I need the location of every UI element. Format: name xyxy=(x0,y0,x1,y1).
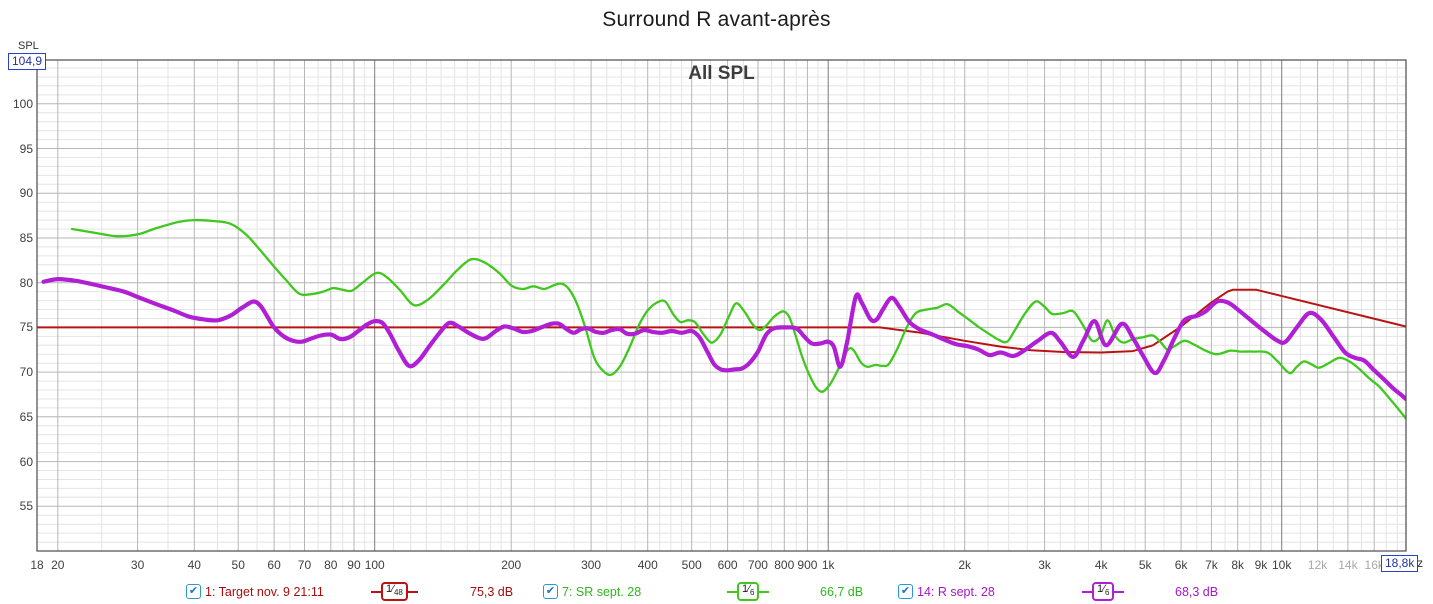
y-tick-label: 55 xyxy=(19,499,33,514)
x-tick-label: 3k xyxy=(1038,558,1051,572)
legend-smoothing-badge: 1⁄6 xyxy=(1082,582,1125,601)
x-tick-label: 90 xyxy=(347,558,361,572)
legend-series-label: 1: Target nov. 9 21:11 xyxy=(205,585,324,599)
page-title: Surround R avant-après xyxy=(602,8,831,31)
x-tick-label: 500 xyxy=(681,558,702,572)
x-tick-label: 40 xyxy=(187,558,201,572)
y-tick-label: 65 xyxy=(19,409,33,424)
chart-title: All SPL xyxy=(688,63,755,84)
series-curve-2 xyxy=(41,276,1406,402)
y-tick-label: 95 xyxy=(19,141,33,156)
x-tick-label: 5k xyxy=(1138,558,1152,572)
x-tick-label: 400 xyxy=(637,558,658,572)
x-tick-label: 100 xyxy=(364,558,385,572)
y-tick-label: 75 xyxy=(19,320,33,335)
y-tick-label: 85 xyxy=(19,230,33,245)
series-curve-1 xyxy=(70,218,1406,420)
x-tick-label: 800 xyxy=(774,558,795,572)
x-tick-label: 30 xyxy=(130,558,145,572)
legend-average-level: 66,7 dB xyxy=(820,585,864,599)
legend-smoothing-badge: 1⁄6 xyxy=(727,582,770,601)
x-tick-label: 200 xyxy=(501,558,522,572)
y-tick-label: 90 xyxy=(19,186,33,201)
x-tick-label: 60 xyxy=(267,558,281,572)
y-tick-label: 100 xyxy=(12,96,33,111)
x-tick-label: 4k xyxy=(1094,558,1108,572)
legend-series-label: 7: SR sept. 28 xyxy=(562,585,642,599)
x-tick-label: 9k xyxy=(1254,558,1268,572)
x-tick-label: 300 xyxy=(581,558,602,572)
x-tick-label: 14k xyxy=(1338,558,1358,572)
legend-series-label: 14: R sept. 28 xyxy=(917,585,995,599)
x-tick-label: 18 xyxy=(30,558,44,572)
y-tick-label: 60 xyxy=(19,454,33,469)
x-tick-label: 2k xyxy=(958,558,972,572)
y-axis-max-field[interactable]: 104,9 xyxy=(8,53,47,70)
y-tick-label: 70 xyxy=(19,365,33,380)
x-tick-label: 70 xyxy=(297,558,312,572)
x-tick-label: 6k xyxy=(1174,558,1188,572)
x-tick-label: 50 xyxy=(231,558,245,572)
x-tick-label: 600 xyxy=(717,558,738,572)
legend-average-level: 75,3 dB xyxy=(470,585,514,599)
x-tick-label: 700 xyxy=(747,558,768,572)
x-tick-label: 10k xyxy=(1271,558,1292,572)
x-tick-label: 80 xyxy=(324,558,338,572)
x-tick-label: 16k xyxy=(1364,558,1384,572)
x-tick-label: 1k xyxy=(821,558,835,572)
plot-border xyxy=(36,59,1407,552)
legend-checkbox-checked-icon[interactable]: ✔ xyxy=(543,584,558,599)
x-axis-max-field[interactable]: 18,8k xyxy=(1381,555,1419,572)
x-tick-label: 12k xyxy=(1307,558,1328,572)
legend-smoothing-badge: 1⁄48 xyxy=(371,582,418,601)
legend-checkbox-checked-icon[interactable]: ✔ xyxy=(186,584,201,599)
x-tick-label: 20 xyxy=(51,558,65,572)
x-tick-label: 8k xyxy=(1231,558,1245,572)
legend-average-level: 68,3 dB xyxy=(1175,585,1219,599)
x-tick-label: 900 xyxy=(797,558,818,572)
y-axis-unit-label: SPL xyxy=(18,40,39,52)
legend-checkbox-checked-icon[interactable]: ✔ xyxy=(898,584,913,599)
x-tick-label: 7k xyxy=(1205,558,1218,572)
y-tick-label: 80 xyxy=(19,275,33,290)
series-curve-0 xyxy=(37,288,1406,354)
